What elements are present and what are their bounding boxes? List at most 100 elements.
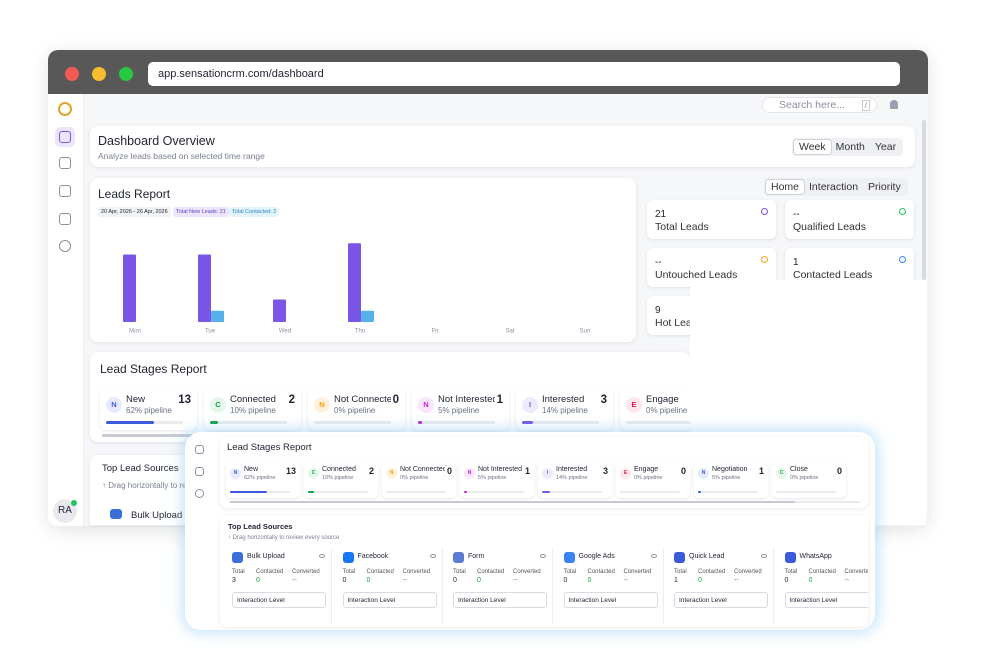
interaction-dropdown[interactable]: Interaction Level xyxy=(453,592,547,608)
stage-count: 0 xyxy=(444,466,452,476)
column-label: Contacted xyxy=(808,569,836,575)
overlay-nav-calendar[interactable] xyxy=(195,445,204,454)
stage-card: N Not Interested 5% pipeline 1 xyxy=(460,462,534,498)
stage-pipeline: 0% pipeline xyxy=(634,475,663,481)
overlay-sources-hint: ↑ Drag horizontally to review every sour… xyxy=(228,535,340,541)
interaction-dropdown[interactable]: Interaction Level xyxy=(674,592,768,608)
stat-label: Contacted Leads xyxy=(793,269,873,281)
minimize-button[interactable] xyxy=(92,67,106,81)
overlay-nav-settings[interactable] xyxy=(195,489,204,498)
stat-icon xyxy=(899,256,906,263)
stage-count: 0 xyxy=(678,466,686,476)
chart-title: Leads Report xyxy=(98,187,171,201)
source-name: Form xyxy=(468,553,485,560)
stage-pipeline: 0% pipeline xyxy=(646,406,688,415)
close-button[interactable] xyxy=(65,67,79,81)
nav-settings[interactable] xyxy=(59,240,71,252)
stage-initial: N xyxy=(230,468,241,479)
x-tick-label: Sun xyxy=(580,329,591,335)
pipeline-track xyxy=(698,491,758,493)
source-icon xyxy=(110,509,122,519)
source-contacted: 0 xyxy=(808,577,813,584)
stage-initial: N xyxy=(698,468,709,479)
tab[interactable]: Month xyxy=(835,141,865,153)
source-icon xyxy=(232,552,243,563)
tab[interactable]: Year xyxy=(874,141,897,153)
tab[interactable]: Home xyxy=(766,180,805,194)
bar xyxy=(348,243,361,322)
overview-title: Dashboard Overview xyxy=(98,134,215,148)
stat-card: 21 Total Leads xyxy=(647,200,776,239)
stage-initial: N xyxy=(464,468,475,479)
pipeline-track xyxy=(386,491,446,493)
url-bar[interactable]: app.sensationcrm.com/dashboard xyxy=(148,62,900,86)
stage-name: New xyxy=(126,394,146,405)
source-icon xyxy=(563,552,575,563)
source-contacted: 0 xyxy=(256,577,260,584)
overlay-panel: Lead Stages Report N New 62% pipeline 13 C Co… xyxy=(185,432,875,630)
overlay-stages-title: Lead Stages Report xyxy=(227,442,312,453)
bar xyxy=(273,299,286,322)
column-label: Total xyxy=(232,569,245,575)
stage-name: Connected xyxy=(230,394,276,405)
pipeline-bar xyxy=(698,491,701,493)
nav-leads[interactable] xyxy=(59,157,71,169)
overview-card: Dashboard Overview Analyze leads based o… xyxy=(90,126,915,167)
pipeline-bar xyxy=(308,491,314,493)
x-tick-label: Thu xyxy=(355,329,365,335)
source-converted: -- xyxy=(623,577,629,584)
source-name: WhatsApp xyxy=(799,553,832,560)
stage-card: N New 62% pipeline 13 xyxy=(226,462,300,498)
stage-name: Not Interested xyxy=(478,466,522,473)
source-icon xyxy=(784,552,796,563)
interaction-dropdown[interactable]: Interaction Level xyxy=(232,592,326,608)
x-tick-label: Fri xyxy=(432,329,439,335)
pipeline-bar xyxy=(542,491,551,493)
tab[interactable]: Priority xyxy=(868,181,901,193)
stage-card: N Not Connected 0% pipeline 0 xyxy=(382,462,456,498)
source-name: Google Ads xyxy=(578,553,615,560)
stage-pipeline: 0% pipeline xyxy=(400,475,429,481)
pipeline-bar xyxy=(230,491,268,493)
search-box[interactable]: Search here... / xyxy=(762,97,877,113)
source-icon xyxy=(342,552,354,563)
interaction-dropdown[interactable]: Interaction Level xyxy=(342,592,437,608)
lead-sources-hint: ↑ Drag horizontally to review every sour… xyxy=(102,481,251,490)
notification-bell[interactable] xyxy=(890,100,898,109)
interaction-dropdown[interactable]: Interaction Level xyxy=(784,592,868,608)
nav-calendar[interactable] xyxy=(59,185,71,197)
source-contacted: 0 xyxy=(477,577,481,584)
pipeline-track xyxy=(314,421,391,424)
tab[interactable]: Week xyxy=(794,140,831,154)
stat-value: -- xyxy=(655,257,662,268)
tab[interactable]: Interaction xyxy=(809,181,859,193)
stat-label: Untouched Leads xyxy=(655,269,738,281)
stage-name: Not Interested xyxy=(438,394,498,405)
overlay-sources-card: Top Lead Sources ↑ Drag horizontally to … xyxy=(220,515,868,627)
stage-name: Connected xyxy=(322,466,356,473)
stage-count: 1 xyxy=(756,466,764,476)
maximize-button[interactable] xyxy=(119,67,133,81)
stage-pipeline: 5% pipeline xyxy=(438,406,480,415)
column-label: Contacted xyxy=(366,569,394,575)
stage-pipeline: 0% pipeline xyxy=(334,406,376,415)
nav-home[interactable] xyxy=(55,127,75,147)
stage-pipeline: 62% pipeline xyxy=(244,475,276,481)
interaction-dropdown[interactable]: Interaction Level xyxy=(563,592,658,608)
pipeline-track xyxy=(106,421,183,424)
source-contacted: 0 xyxy=(366,577,371,584)
stage-initial: N xyxy=(106,397,122,413)
bar xyxy=(211,310,224,322)
hint-text: Drag horizontally to review every source xyxy=(108,481,251,490)
pipeline-bar xyxy=(464,491,467,493)
column-label: Converted xyxy=(844,569,869,575)
pipeline-track xyxy=(464,491,524,493)
stage-name: Interested xyxy=(542,394,585,405)
app-logo[interactable] xyxy=(58,102,72,116)
column-label: Total xyxy=(453,569,466,575)
nav-reports[interactable] xyxy=(59,213,71,225)
sidebar: RA xyxy=(48,94,84,526)
source-converted: -- xyxy=(402,577,408,584)
overlay-nav-reports[interactable] xyxy=(195,467,204,476)
